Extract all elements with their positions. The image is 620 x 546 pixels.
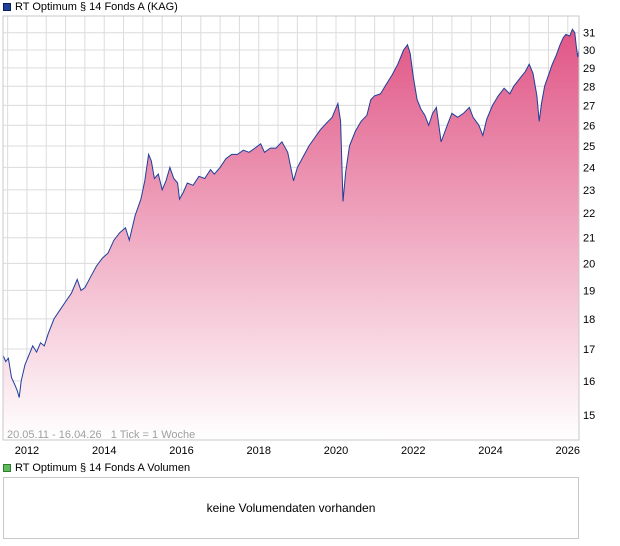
volume-series-swatch: [3, 464, 11, 472]
period-info: 20.05.11 - 16.04.26 1 Tick = 1 Woche: [7, 429, 195, 441]
y-tick-label: 17: [583, 344, 595, 356]
price-legend-label: RT Optimum § 14 Fonds A (KAG): [15, 1, 178, 13]
y-tick-label: 20: [583, 258, 595, 270]
y-tick-label: 23: [583, 185, 595, 197]
x-tick-label: 2022: [401, 445, 425, 457]
x-tick-label: 2012: [15, 445, 39, 457]
y-tick-label: 25: [583, 141, 595, 153]
x-tick-label: 2026: [556, 445, 580, 457]
x-tick-label: 2018: [247, 445, 271, 457]
y-tick-label: 30: [583, 45, 595, 57]
x-axis-labels: 2012 2014 2016 2018 2020 2022 2024 2026: [15, 445, 580, 457]
volume-legend-label: RT Optimum § 14 Fonds A Volumen: [15, 462, 191, 474]
price-legend: RT Optimum § 14 Fonds A (KAG): [3, 1, 178, 13]
y-tick-label: 19: [583, 285, 595, 297]
plot-frame: [2, 15, 580, 441]
y-tick-label: 28: [583, 81, 595, 93]
volume-legend: RT Optimum § 14 Fonds A Volumen: [3, 462, 190, 474]
y-tick-label: 24: [583, 162, 595, 174]
volume-panel: keine Volumendaten vorhanden: [3, 477, 579, 539]
x-tick-label: 2014: [92, 445, 116, 457]
y-tick-label: 31: [583, 28, 595, 40]
price-area-fill: [3, 29, 579, 441]
price-line: [2, 28, 580, 398]
y-tick-label: 16: [583, 376, 595, 388]
y-tick-label: 22: [583, 208, 595, 220]
y-tick-label: 21: [583, 233, 595, 245]
x-tick-label: 2016: [169, 445, 193, 457]
x-tick-label: 2024: [478, 445, 502, 457]
no-volume-message: keine Volumendaten vorhanden: [206, 501, 376, 515]
price-series-swatch: [3, 3, 11, 11]
y-tick-label: 18: [583, 314, 595, 326]
y-tick-label: 27: [583, 100, 595, 112]
y-tick-label: 26: [583, 120, 595, 132]
y-tick-label: 29: [583, 63, 595, 75]
y-axis-labels: 15 16 17 18 19 20 21 22 23 24 25 26 27 28 29 30 31: [583, 28, 595, 422]
y-tick-label: 15: [583, 410, 595, 422]
x-tick-label: 2020: [324, 445, 348, 457]
